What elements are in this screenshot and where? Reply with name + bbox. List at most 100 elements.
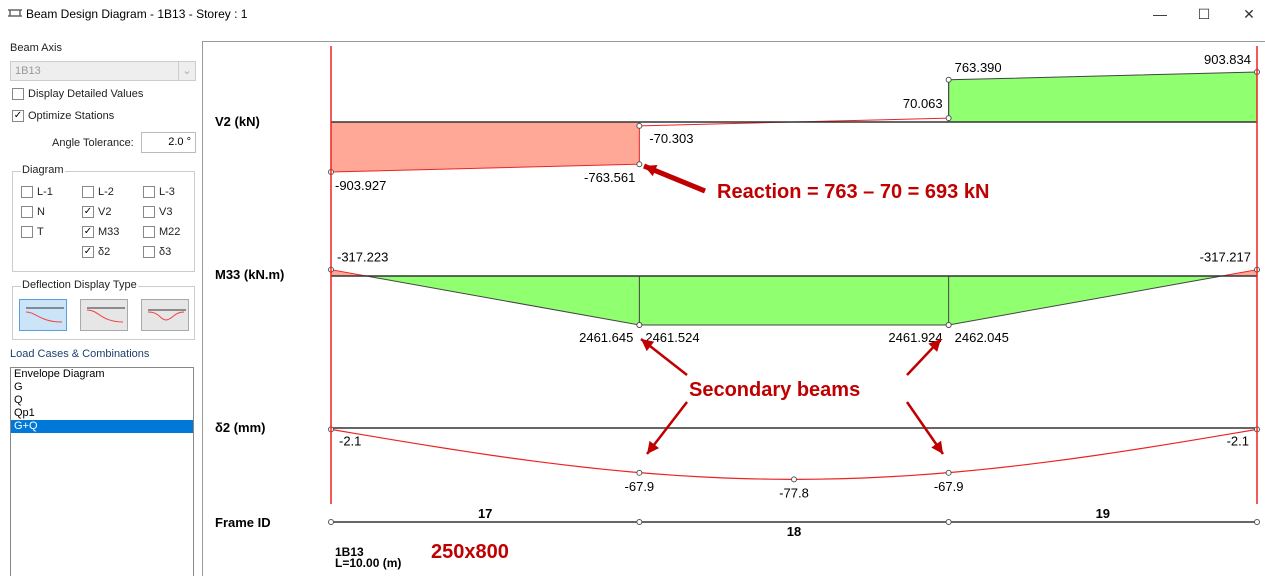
v2-station-point: [945, 115, 952, 122]
deflection-curve-icon: [25, 307, 64, 323]
v2-value-label: -763.561: [584, 170, 635, 185]
v2-axis-label: V2 (kN): [215, 114, 260, 129]
d2-value-label: -67.9: [625, 479, 655, 494]
load-case-item[interactable]: G+Q: [11, 420, 193, 433]
v2-value-label: 903.834: [1204, 52, 1251, 67]
arrowhead-icon: [928, 339, 941, 352]
d2-value-label: -77.8: [779, 485, 809, 500]
v2-value-label: -903.927: [335, 178, 386, 193]
checkbox-box: [21, 206, 33, 219]
check-icon: ✓: [12, 110, 24, 123]
diagram-checkbox-v2[interactable]: ✓ V2: [82, 206, 112, 219]
section-annotation: 250x800: [431, 541, 509, 563]
v2-station-point: [636, 122, 643, 129]
secondary-beams-annotation: Secondary beams: [689, 379, 860, 401]
check-icon: ✓: [82, 226, 94, 239]
d2-station-point: [945, 469, 952, 476]
frame-node: [328, 519, 334, 525]
load-cases-list[interactable]: Envelope Diagram G Q Qp1 G+Q: [10, 367, 194, 576]
title-bar: Beam Design Diagram - 1B13 - Storey : 1 …: [0, 0, 1265, 28]
optimize-stations-label: Optimize Stations: [28, 110, 115, 122]
diagram-checkbox-m33[interactable]: ✓ M33: [82, 226, 120, 239]
diagram-item-label: V3: [159, 206, 173, 218]
load-case-item[interactable]: G: [14, 381, 23, 393]
frame-id: 19: [1096, 506, 1110, 521]
angle-tolerance-input[interactable]: 2.0 °: [141, 132, 196, 153]
load-case-item[interactable]: Qp1: [14, 407, 35, 419]
diagram-item-label: L-3: [159, 186, 175, 198]
d2-station-point: [636, 469, 643, 476]
m33-value-label: -317.217: [1200, 250, 1251, 265]
diagram-item-label: M33: [98, 226, 120, 238]
m33-value-label: -317.223: [337, 250, 388, 265]
window-title: Beam Design Diagram - 1B13 - Storey : 1: [26, 7, 248, 21]
d2-station-point: [791, 476, 797, 483]
load-cases-label: Load Cases & Combinations: [10, 348, 150, 360]
diagram-checkbox-δ3[interactable]: δ3: [143, 246, 172, 259]
v2-negative-area: [330, 121, 640, 173]
beam-axis-label: Beam Axis: [10, 42, 62, 54]
diagram-checkbox-l-1[interactable]: L-1: [21, 186, 53, 199]
diagram-checkbox-δ2[interactable]: ✓ δ2: [82, 246, 111, 259]
m33-axis-label: M33 (kN.m): [215, 267, 284, 282]
checkbox-box: [21, 226, 33, 239]
d2-value-label: -67.9: [934, 479, 964, 494]
arrowhead-icon: [641, 339, 655, 352]
deflection-curve-icon: [147, 309, 186, 321]
close-button[interactable]: ✕: [1243, 6, 1255, 22]
deflection-type-1-button[interactable]: [19, 299, 67, 331]
chevron-down-icon: ⌄: [178, 62, 195, 80]
frame-node: [636, 519, 643, 525]
load-case-item[interactable]: Envelope Diagram: [14, 368, 105, 380]
diagram-checkbox-n[interactable]: N: [21, 206, 45, 219]
beam-length: L=10.00 (m): [335, 556, 401, 570]
beam-app-icon: [8, 9, 22, 17]
d2-axis-label: δ2 (mm): [215, 420, 266, 435]
diagram-item-label: V2: [98, 206, 112, 218]
arrowhead-icon: [647, 440, 660, 454]
m33-negative-area: [1221, 269, 1258, 277]
diagram-checkbox-m22[interactable]: M22: [143, 226, 180, 239]
check-icon: ✓: [82, 246, 94, 259]
display-detailed-label: Display Detailed Values: [28, 88, 144, 100]
checkbox-box: [21, 186, 33, 199]
v2-value-label: -70.303: [649, 131, 693, 146]
deflection-type-3-button[interactable]: [141, 299, 189, 331]
load-case-item[interactable]: Q: [14, 394, 23, 406]
arrowhead-icon: [644, 164, 658, 177]
deflection-curve-icon: [86, 307, 125, 323]
v2-station-point: [636, 161, 643, 168]
beam-axis-value: 1B13: [15, 65, 41, 77]
beam-name: 1B13: [335, 545, 364, 559]
diagram-item-label: δ2: [98, 246, 111, 258]
checkbox-box: [12, 88, 24, 101]
m33-positive-area: [366, 275, 1222, 326]
d2-value-label: -2.1: [1227, 433, 1249, 448]
diagram-item-label: L-1: [37, 186, 53, 198]
diagram-group: Diagram L-1 L-2 L-3 N ✓ V2 V3 T ✓ M33 M22 ✓ δ2 δ3: [12, 164, 195, 272]
optimize-stations-checkbox[interactable]: ✓ Optimize Stations: [12, 110, 115, 123]
checkbox-box: [82, 186, 94, 199]
diagram-checkbox-t[interactable]: T: [21, 226, 44, 239]
diagram-item-label: L-2: [98, 186, 114, 198]
checkbox-box: [143, 246, 155, 259]
checkbox-box: [143, 206, 155, 219]
m33-value-label: 2461.924: [888, 330, 942, 345]
v2-positive-area: [948, 71, 1258, 123]
diagram-checkbox-l-2[interactable]: L-2: [82, 186, 114, 199]
diagram-item-label: δ3: [159, 246, 172, 258]
diagram-item-label: T: [37, 226, 44, 238]
m33-value-label: 2461.524: [645, 330, 699, 345]
frame-id: 17: [478, 506, 492, 521]
checkbox-box: [143, 186, 155, 199]
m33-value-label: 2461.645: [579, 330, 633, 345]
deflection-type-2-button[interactable]: [80, 299, 128, 331]
deflection-type-group: Deflection Display Type: [12, 279, 195, 340]
display-detailed-checkbox[interactable]: Display Detailed Values: [12, 88, 144, 101]
diagram-checkbox-l-3[interactable]: L-3: [143, 186, 175, 199]
diagram-checkbox-v3[interactable]: V3: [143, 206, 173, 219]
minimize-button[interactable]: —: [1153, 6, 1167, 22]
beam-axis-select[interactable]: 1B13 ⌄: [10, 61, 196, 81]
maximize-button[interactable]: ☐: [1197, 6, 1211, 22]
v2-value-label: 763.390: [955, 60, 1002, 75]
